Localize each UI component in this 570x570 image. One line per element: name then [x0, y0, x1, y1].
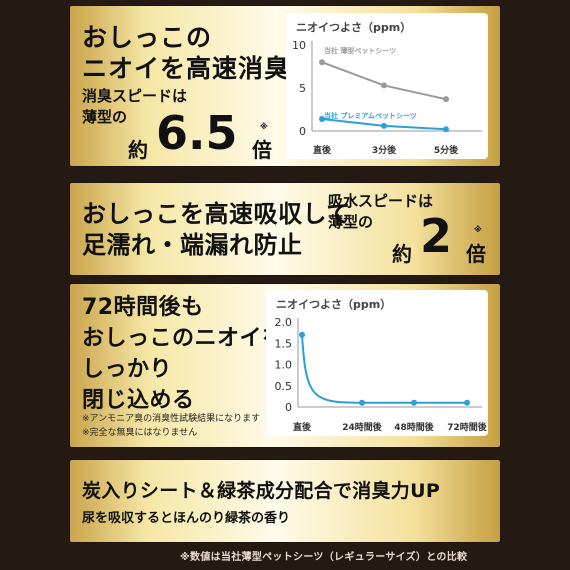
chart2-y-tick-label-3: 1.5 [275, 337, 293, 350]
panel2-headline: おしっこを高速吸収して 足濡れ・端漏れ防止 [82, 199, 351, 261]
panel3-headline: 72時間後も おしっこのニオイを しっかり 閉じ込める [82, 292, 285, 416]
panel1-footnote-mark: ※ [260, 122, 268, 131]
panel3-headline-line4: 閉じ込める [82, 388, 195, 413]
panel3-headline-line2: おしっこのニオイを [82, 326, 285, 351]
panel2-headline-line1: おしっこを高速吸収して [82, 200, 351, 228]
panel2-sub: 吸水スピードは 薄型の [328, 191, 433, 233]
panel1-times-label: 倍 [252, 138, 272, 162]
chart2-y-tick-label-4: 2.0 [275, 316, 293, 329]
chart1-series-label-1: 当社 プレミアムペットシーツ [324, 111, 417, 120]
panel1-approx-label: 約 [128, 138, 148, 162]
panel1-sub-line1: 消臭スピードは [82, 87, 188, 105]
panel4-headline: 炭入りシート＆緑茶成分配合で消臭力UP [82, 480, 441, 502]
comparison-footnote: ※数値は当社薄型ペットシーツ（レギュラーサイズ）との比較 [180, 552, 468, 563]
chart1-series-label-0: 当社 薄型ペットシーツ [324, 46, 396, 55]
panel4-sub: 尿を吸収するとほんのり緑茶の香り [82, 511, 291, 526]
chart2-y-tick-label-1: 0.5 [275, 380, 293, 393]
chart1-series-line-0 [321, 61, 447, 101]
chart1-series-0-point-0 [319, 59, 325, 66]
chart2-point-0 [299, 331, 305, 338]
panel2-sub-line2: 薄型の [328, 213, 374, 231]
odor-retention-panel: 72時間後も おしっこのニオイを しっかり 閉じ込める ※アンモニア臭の消臭性試… [70, 284, 500, 447]
chart1-series-1-point-0 [319, 115, 325, 122]
chart1-series-0-point-1 [381, 82, 387, 89]
panel2-approx-label: 約 [392, 242, 412, 266]
panel3-note-2: ※完全な無臭にはなりません [82, 428, 198, 438]
chart2-x-tick-label-2: 48時間後 [394, 421, 435, 433]
chart1-y-tick-label-2: 10 [292, 39, 306, 52]
panel3-headline-line1: 72時間後も [82, 295, 204, 320]
odor-retention-chart: ニオイつよさ（ppm） 0 0.5 1.0 1.5 2.0 直後 24時間後 48時間後 72時… [266, 290, 488, 436]
panel1-sub: 消臭スピードは 薄型の [82, 86, 187, 128]
chart1-x-tick-label-0: 直後 [313, 144, 332, 156]
panel1-headline-line1: おしっこの [82, 23, 213, 52]
chart2-point-1 [359, 399, 365, 406]
chart2-y-tick-label-2: 1.0 [275, 359, 293, 372]
chart2-point-2 [411, 399, 417, 406]
panel1-headline: おしっこの ニオイを高速消臭 [82, 22, 290, 84]
chart2-x-tick-label-3: 72時間後 [447, 421, 488, 433]
chart2-point-3 [464, 399, 470, 406]
chart2-svg: 0 0.5 1.0 1.5 2.0 直後 24時間後 48時間後 72時間後 [275, 316, 488, 433]
panel3-headline-line3: しっかり [82, 357, 173, 382]
chart2-title: ニオイつよさ（ppm） [276, 298, 392, 311]
panel2-multiplier-value: 2 [420, 209, 453, 263]
chart1-series-0-point-2 [443, 96, 449, 103]
odor-speed-panel: おしっこの ニオイを高速消臭 消臭スピードは 薄型の 約 6.5 ※ 倍 ニオイ… [70, 6, 500, 166]
chart2-y-tick-label-0: 0 [285, 401, 292, 414]
panel3-note-1: ※アンモニア臭の消臭性試験結果になります [82, 414, 261, 424]
panel1-multiplier-value: 6.5 [156, 106, 238, 160]
charcoal-tea-panel: 炭入りシート＆緑茶成分配合で消臭力UP 尿を吸収するとほんのり緑茶の香り [70, 460, 500, 542]
panel2-sub-line1: 吸水スピードは [328, 192, 434, 210]
odor-speed-chart: ニオイつよさ（ppm） 0 5 10 直後 3分後 5分後 当社 薄型ペットシーツ当社 プレ… [286, 13, 488, 159]
chart1-series-1-point-1 [381, 122, 387, 129]
chart1-y-tick-label-1: 5 [299, 82, 306, 95]
panel1-headline-line2: ニオイを高速消臭 [82, 54, 291, 83]
panel2-headline-line2: 足濡れ・端漏れ防止 [82, 231, 303, 259]
absorb-speed-panel: おしっこを高速吸収して 足濡れ・端漏れ防止 吸水スピードは 薄型の 約 2 ※ … [70, 183, 500, 275]
panel2-times-label: 倍 [466, 242, 486, 266]
panel2-footnote-mark: ※ [474, 225, 482, 234]
chart1-series-1-point-2 [443, 126, 449, 133]
panel1-sub-line2: 薄型の [82, 108, 128, 126]
chart1-x-tick-label-1: 3分後 [372, 144, 397, 156]
chart2-x-tick-label-1: 24時間後 [342, 421, 383, 433]
chart1-y-tick-label-0: 0 [299, 125, 306, 138]
chart2-series-line [301, 334, 467, 404]
chart2-x-tick-label-0: 直後 [293, 421, 312, 433]
chart1-title: ニオイつよさ（ppm） [296, 21, 412, 34]
panel3-notes: ※アンモニア臭の消臭性試験結果になります ※完全な無臭にはなりません [82, 412, 260, 440]
chart1-x-tick-label-2: 5分後 [434, 144, 459, 156]
